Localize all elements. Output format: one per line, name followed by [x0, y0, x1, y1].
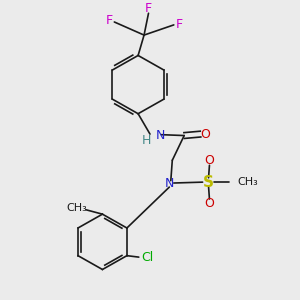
- Text: F: F: [145, 2, 152, 14]
- Text: O: O: [205, 197, 214, 210]
- Text: H: H: [142, 134, 151, 147]
- Text: Cl: Cl: [141, 250, 153, 264]
- Text: O: O: [205, 154, 214, 167]
- Text: CH₃: CH₃: [238, 177, 258, 187]
- Text: F: F: [176, 17, 183, 31]
- Text: F: F: [105, 14, 112, 27]
- Text: CH₃: CH₃: [67, 203, 88, 213]
- Text: O: O: [200, 128, 210, 141]
- Text: S: S: [202, 175, 214, 190]
- Text: N: N: [165, 177, 174, 190]
- Text: N: N: [156, 129, 165, 142]
